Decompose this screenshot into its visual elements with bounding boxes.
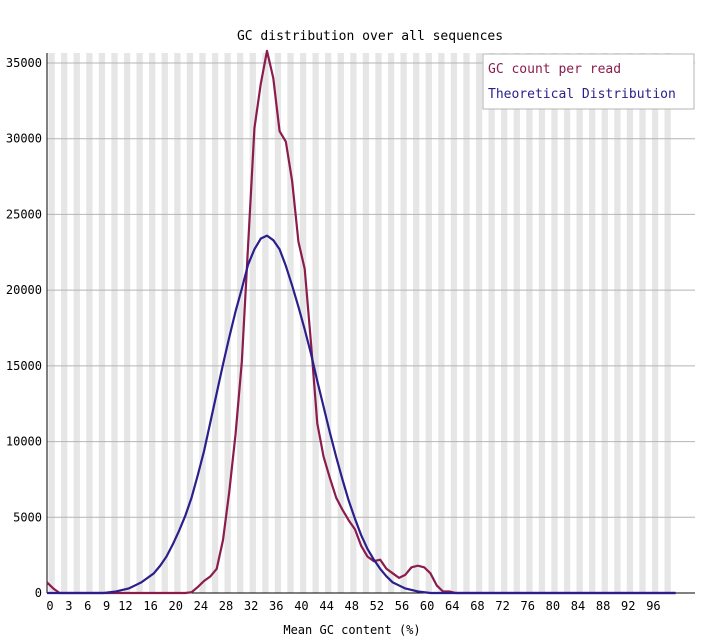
background-band bbox=[400, 53, 407, 593]
background-band bbox=[174, 53, 181, 593]
background-band bbox=[136, 53, 143, 593]
legend-entry: GC count per read bbox=[488, 62, 621, 77]
background-band bbox=[186, 53, 194, 593]
y-tick-label: 30000 bbox=[6, 132, 42, 146]
x-tick-label: 0 bbox=[46, 599, 53, 613]
background-band bbox=[589, 53, 596, 593]
background-band bbox=[387, 53, 395, 593]
legend-entry: Theoretical Distribution bbox=[488, 87, 676, 102]
x-tick-label: 84 bbox=[571, 599, 585, 613]
background-band bbox=[664, 53, 671, 593]
y-tick-label: 20000 bbox=[6, 283, 42, 297]
y-tick-label: 35000 bbox=[6, 56, 42, 70]
x-tick-label: 16 bbox=[143, 599, 157, 613]
background-band bbox=[425, 53, 432, 593]
background-band bbox=[488, 53, 495, 593]
plot-area bbox=[47, 53, 695, 593]
background-band bbox=[149, 53, 156, 593]
x-tick-label: 72 bbox=[495, 599, 509, 613]
background-band bbox=[111, 53, 118, 593]
background-band bbox=[86, 53, 93, 593]
background-band bbox=[249, 53, 256, 593]
background-band bbox=[576, 53, 583, 593]
background-band bbox=[551, 53, 558, 593]
legend-box bbox=[482, 53, 695, 110]
x-tick-label: 88 bbox=[596, 599, 610, 613]
y-tick-label: 25000 bbox=[6, 207, 42, 221]
background-band bbox=[48, 53, 55, 593]
x-tick-label: 6 bbox=[84, 599, 91, 613]
x-tick-label: 76 bbox=[520, 599, 534, 613]
background-band bbox=[651, 53, 659, 593]
background-band bbox=[526, 53, 533, 593]
x-tick-label: 60 bbox=[420, 599, 434, 613]
background-band bbox=[211, 53, 219, 593]
background-band bbox=[463, 53, 470, 593]
background-band bbox=[375, 53, 382, 593]
y-tick-labels: 0 5000 10000 15000 20000 25000 30000 35000 bbox=[6, 56, 42, 600]
background-band bbox=[262, 53, 269, 593]
background-band bbox=[450, 53, 458, 593]
y-tick-label: 0 bbox=[35, 586, 42, 600]
legend: GC count per read Theoretical Distributio… bbox=[482, 53, 695, 110]
background-band bbox=[563, 53, 571, 593]
y-tick-label: 15000 bbox=[6, 359, 42, 373]
series-lines bbox=[46, 49, 676, 595]
background-band bbox=[513, 53, 520, 593]
x-tick-label: 68 bbox=[470, 599, 484, 613]
x-tick-label: 56 bbox=[395, 599, 409, 613]
x-axis-label: Mean GC content (%) bbox=[283, 623, 420, 637]
x-tick-label: 24 bbox=[194, 599, 208, 613]
x-tick-label: 28 bbox=[219, 599, 233, 613]
x-tick-label: 20 bbox=[168, 599, 182, 613]
background-band bbox=[274, 53, 282, 593]
x-tick-label: 80 bbox=[546, 599, 560, 613]
x-tick-label: 52 bbox=[370, 599, 384, 613]
x-tick-label: 3 bbox=[65, 599, 72, 613]
background-band bbox=[350, 53, 357, 593]
x-tick-label: 9 bbox=[103, 599, 110, 613]
background-band bbox=[199, 53, 206, 593]
background-band bbox=[123, 53, 131, 593]
chart-title: GC distribution over all sequences bbox=[237, 29, 503, 44]
background-band bbox=[98, 53, 106, 593]
x-tick-labels: 0 3 6 9 12 16 20 24 28 32 36 40 44 48 52 56 60 64 68 72 76 80… bbox=[46, 599, 660, 613]
background-band bbox=[438, 53, 445, 593]
background-band bbox=[626, 53, 634, 593]
horizontal-gridlines bbox=[47, 62, 695, 518]
background-band bbox=[237, 53, 244, 593]
background-band bbox=[501, 53, 508, 593]
background-band bbox=[224, 53, 231, 593]
background-band bbox=[325, 53, 332, 593]
background-band bbox=[287, 53, 294, 593]
background-band bbox=[61, 53, 68, 593]
background-band bbox=[413, 53, 420, 593]
series-line bbox=[46, 49, 676, 595]
series-line bbox=[47, 234, 676, 595]
y-tick-label: 5000 bbox=[13, 510, 42, 524]
x-tick-label: 44 bbox=[319, 599, 333, 613]
x-tick-label: 96 bbox=[646, 599, 660, 613]
background-band bbox=[601, 53, 608, 593]
background-band bbox=[614, 53, 621, 593]
x-tick-label: 48 bbox=[344, 599, 358, 613]
x-tick-label: 36 bbox=[269, 599, 283, 613]
background-band bbox=[161, 53, 168, 593]
y-tick-label: 10000 bbox=[6, 435, 42, 449]
x-tick-label: 92 bbox=[621, 599, 635, 613]
background-band bbox=[337, 53, 344, 593]
background-band bbox=[312, 53, 319, 593]
x-tick-label: 64 bbox=[445, 599, 459, 613]
x-tick-label: 40 bbox=[294, 599, 308, 613]
x-tick-label: 12 bbox=[118, 599, 132, 613]
background-band bbox=[639, 53, 646, 593]
background-band bbox=[538, 53, 546, 593]
background-bands bbox=[47, 53, 695, 593]
x-tick-label: 32 bbox=[244, 599, 258, 613]
background-band bbox=[475, 53, 483, 593]
background-band bbox=[73, 53, 80, 593]
background-band bbox=[362, 53, 370, 593]
